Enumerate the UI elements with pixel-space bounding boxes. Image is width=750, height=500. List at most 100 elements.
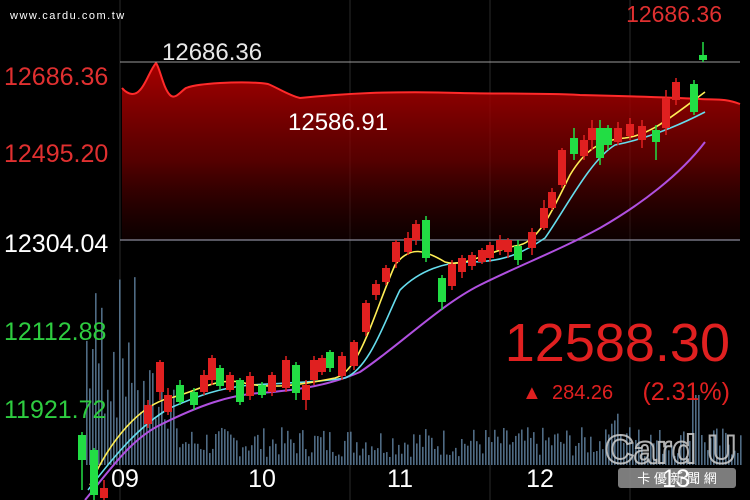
volume-bar [716,428,718,465]
volume-bar [323,430,325,465]
volume-bar [521,429,523,465]
volume-bar [110,401,112,465]
volume-bar [308,456,310,465]
candle-body [614,128,622,142]
volume-bar [623,442,625,465]
volume-bar [269,446,271,465]
volume-bar [416,443,418,465]
logo-brand: Card U [605,428,736,472]
intraday-high-label: 12686.36 [162,39,262,66]
candle-body [326,352,334,368]
volume-bar [296,453,298,465]
price-level-1: 12686.36 [4,63,108,91]
volume-bar [554,434,556,465]
volume-bar [248,450,250,465]
volume-bar [197,443,199,465]
volume-bar [242,447,244,465]
volume-bar [275,443,277,465]
candle-body [604,128,612,145]
ma20-line [84,141,706,500]
volume-bar [689,440,691,465]
volume-bar [635,439,637,465]
volume-bar [161,389,163,465]
candle-body [282,360,290,388]
volume-bar [605,429,607,465]
volume-bar [137,390,139,465]
candle-body [412,224,420,240]
volume-bar [467,445,469,465]
volume-bar [527,427,529,465]
volume-bar [509,444,511,465]
volume-bar [218,431,220,465]
volume-bar [377,448,379,465]
volume-bar [227,431,229,465]
candle-body [448,264,456,286]
volume-bar [641,447,643,465]
volume-bar [404,442,406,465]
volume-bar [596,450,598,465]
volume-bar [371,446,373,465]
volume-bar [125,396,127,465]
candle-body [176,385,184,402]
cardu-logo: Card U 卡 優 新 聞 網 [604,427,737,488]
volume-bar [560,441,562,465]
volume-bar [287,430,289,465]
candle-body [216,368,224,386]
volume-bar [395,454,397,465]
volume-bar [134,277,136,465]
x-label-12: 12 [526,465,554,493]
volume-bar [212,448,214,465]
volume-bar [353,452,355,465]
volume-bar [185,442,187,465]
volume-bar [365,442,367,465]
candle-body [338,356,346,376]
volume-bar [476,441,478,465]
volume-bar [680,435,682,465]
candle-body [268,375,276,392]
volume-bar [89,388,91,465]
volume-bar [557,433,559,465]
candle-body [292,365,300,393]
volume-bar [347,432,349,465]
volume-bar [272,439,274,465]
change-value: 284.26 [552,382,613,404]
candle-body [144,405,152,424]
volume-bar [305,449,307,465]
volume-bar [506,430,508,465]
volume-bar [332,451,334,465]
top-right-value: 12686.36 [626,1,722,27]
volume-bar [464,443,466,465]
volume-bar [563,443,565,465]
volume-bar [542,427,544,465]
candle-body [652,130,660,142]
volume-bar [437,446,439,465]
candle-body [422,220,430,258]
volume-bar [566,430,568,465]
last-price: 12588.30 [505,313,730,373]
volume-bar [695,395,697,465]
x-label-13: 13 [662,465,690,493]
volume-bar [497,436,499,465]
volume-bar [128,342,130,465]
volume-bar [383,452,385,465]
volume-bar [224,429,226,465]
candle-body [310,360,318,380]
volume-bar [587,452,589,465]
volume-bar [599,441,601,465]
volume-bar [116,417,118,465]
volume-bar [539,454,541,465]
volume-bar [173,389,175,465]
volume-bar [578,442,580,465]
volume-bar [293,442,295,465]
volume-bar [239,456,241,465]
volume-bar [422,446,424,465]
volume-bar [182,443,184,465]
price-level-4: 12112.88 [4,318,106,346]
volume-bar [194,443,196,465]
volume-bar [704,442,706,465]
candle-body [350,342,358,366]
volume-bar [251,445,253,465]
volume-bar [443,430,445,465]
volume-bar [710,438,712,465]
